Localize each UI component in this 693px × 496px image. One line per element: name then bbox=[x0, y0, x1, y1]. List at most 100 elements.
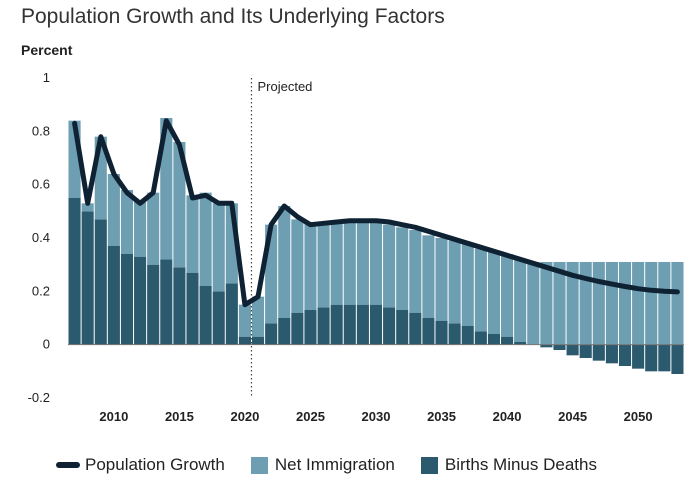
bar-births-minus-deaths bbox=[645, 344, 658, 372]
bar-net-immigration bbox=[566, 262, 579, 345]
legend-swatch-net-immigration bbox=[250, 456, 268, 474]
bar-births-minus-deaths bbox=[618, 344, 632, 366]
chart-plot: 1 0.8 0.6 0.4 0.2 0 -0.2 2010 2015 2020 2025 2030 20… bbox=[28, 70, 684, 424]
bar-net-immigration bbox=[553, 262, 566, 345]
y-axis-label: Percent bbox=[21, 42, 73, 58]
bar-births-minus-deaths bbox=[501, 336, 514, 345]
bar-births-minus-deaths bbox=[68, 198, 81, 345]
bar-births-minus-deaths bbox=[160, 259, 173, 345]
chart-title: Population Growth and Its Underlying Fac… bbox=[21, 5, 445, 28]
chart-legend: Population Growth Net Immigration Births… bbox=[56, 455, 623, 475]
bar-births-minus-deaths bbox=[291, 312, 304, 345]
bar-births-minus-deaths bbox=[474, 331, 487, 345]
bar-net-immigration bbox=[186, 195, 199, 273]
y-tick-label: 0.2 bbox=[32, 283, 50, 298]
bar-births-minus-deaths bbox=[383, 307, 396, 345]
bar-net-immigration bbox=[409, 230, 422, 313]
bar-births-minus-deaths bbox=[304, 310, 317, 345]
legend-item-births-minus-deaths: Births Minus Deaths bbox=[420, 455, 597, 475]
bar-births-minus-deaths bbox=[514, 342, 527, 345]
bar-births-minus-deaths bbox=[592, 344, 605, 361]
bar-births-minus-deaths bbox=[396, 310, 409, 345]
bar-net-immigration bbox=[527, 262, 540, 345]
bar-net-immigration bbox=[107, 174, 120, 246]
bar-net-immigration bbox=[658, 262, 671, 345]
bar-net-immigration bbox=[435, 238, 448, 321]
bar-net-immigration bbox=[474, 248, 487, 332]
bar-births-minus-deaths bbox=[225, 283, 238, 345]
y-tick-label: 0.8 bbox=[32, 123, 50, 138]
bar-births-minus-deaths bbox=[134, 256, 147, 345]
bar-births-minus-deaths bbox=[330, 304, 343, 345]
bar-births-minus-deaths bbox=[317, 307, 330, 345]
x-tick-label: 2015 bbox=[165, 409, 194, 424]
bar-births-minus-deaths bbox=[251, 336, 265, 345]
bar-net-immigration bbox=[317, 222, 330, 308]
bar-births-minus-deaths bbox=[107, 246, 120, 345]
bar-births-minus-deaths bbox=[605, 344, 618, 364]
x-tick-label: 2025 bbox=[296, 409, 325, 424]
population-growth-line bbox=[72, 118, 680, 308]
bar-net-immigration bbox=[540, 262, 553, 345]
bar-births-minus-deaths bbox=[487, 334, 501, 345]
bar-births-minus-deaths bbox=[356, 304, 369, 345]
bar-net-immigration bbox=[134, 200, 147, 257]
x-tick-label: 2040 bbox=[493, 409, 522, 424]
bar-net-immigration bbox=[487, 251, 501, 334]
y-tick-label: 1 bbox=[43, 70, 50, 85]
bar-net-immigration bbox=[632, 262, 645, 345]
x-tick-label: 2030 bbox=[362, 409, 391, 424]
bar-births-minus-deaths bbox=[94, 219, 107, 345]
legend-item-population-growth: Population Growth bbox=[56, 455, 225, 475]
bar-net-immigration bbox=[330, 222, 343, 305]
bar-net-immigration bbox=[383, 224, 396, 308]
bar-births-minus-deaths bbox=[435, 320, 448, 345]
bar-births-minus-deaths bbox=[343, 304, 356, 345]
bar-births-minus-deaths bbox=[448, 323, 461, 345]
bar-net-immigration bbox=[291, 219, 304, 313]
y-tick-label: 0.4 bbox=[32, 230, 50, 245]
bar-net-immigration bbox=[618, 262, 632, 345]
bar-net-immigration bbox=[592, 262, 605, 345]
bar-births-minus-deaths bbox=[81, 211, 94, 345]
bar-births-minus-deaths bbox=[238, 336, 251, 345]
bar-net-immigration bbox=[448, 240, 461, 324]
bar-net-immigration bbox=[343, 222, 356, 305]
x-tick-label: 2045 bbox=[558, 409, 587, 424]
legend-swatch-births-minus-deaths bbox=[420, 456, 438, 474]
legend-item-net-immigration: Net Immigration bbox=[250, 455, 395, 475]
bar-births-minus-deaths bbox=[186, 272, 199, 345]
bar-births-minus-deaths bbox=[120, 254, 134, 345]
bar-births-minus-deaths bbox=[199, 286, 212, 345]
bar-net-immigration bbox=[396, 227, 409, 310]
bar-births-minus-deaths bbox=[278, 318, 291, 345]
legend-label-net-immigration: Net Immigration bbox=[274, 455, 395, 474]
bar-births-minus-deaths bbox=[147, 264, 160, 345]
bar-net-immigration bbox=[356, 222, 369, 305]
bar-net-immigration bbox=[579, 262, 592, 345]
bar-net-immigration bbox=[160, 118, 173, 260]
bar-births-minus-deaths bbox=[369, 304, 383, 345]
bar-net-immigration bbox=[461, 243, 474, 326]
bar-net-immigration bbox=[81, 203, 94, 212]
x-tick-label: 2050 bbox=[624, 409, 653, 424]
bar-net-immigration bbox=[238, 304, 251, 337]
bar-net-immigration bbox=[304, 222, 317, 310]
bar-births-minus-deaths bbox=[461, 326, 474, 345]
legend-label-population-growth: Population Growth bbox=[85, 455, 225, 474]
x-tick-label: 2010 bbox=[99, 409, 128, 424]
bar-births-minus-deaths bbox=[409, 312, 422, 345]
bar-net-immigration bbox=[199, 192, 212, 286]
bar-births-minus-deaths bbox=[671, 344, 684, 374]
projected-annotation: Projected bbox=[257, 79, 312, 94]
bar-births-minus-deaths bbox=[265, 323, 278, 345]
bar-births-minus-deaths bbox=[212, 291, 225, 345]
bar-net-immigration bbox=[514, 259, 527, 342]
bar-births-minus-deaths bbox=[540, 344, 553, 348]
bar-births-minus-deaths bbox=[553, 344, 566, 350]
legend-swatch-population-growth bbox=[56, 462, 80, 468]
bar-net-immigration bbox=[212, 203, 225, 292]
bar-births-minus-deaths bbox=[632, 344, 645, 369]
bar-net-immigration bbox=[605, 262, 618, 345]
legend-label-births-minus-deaths: Births Minus Deaths bbox=[444, 455, 597, 474]
